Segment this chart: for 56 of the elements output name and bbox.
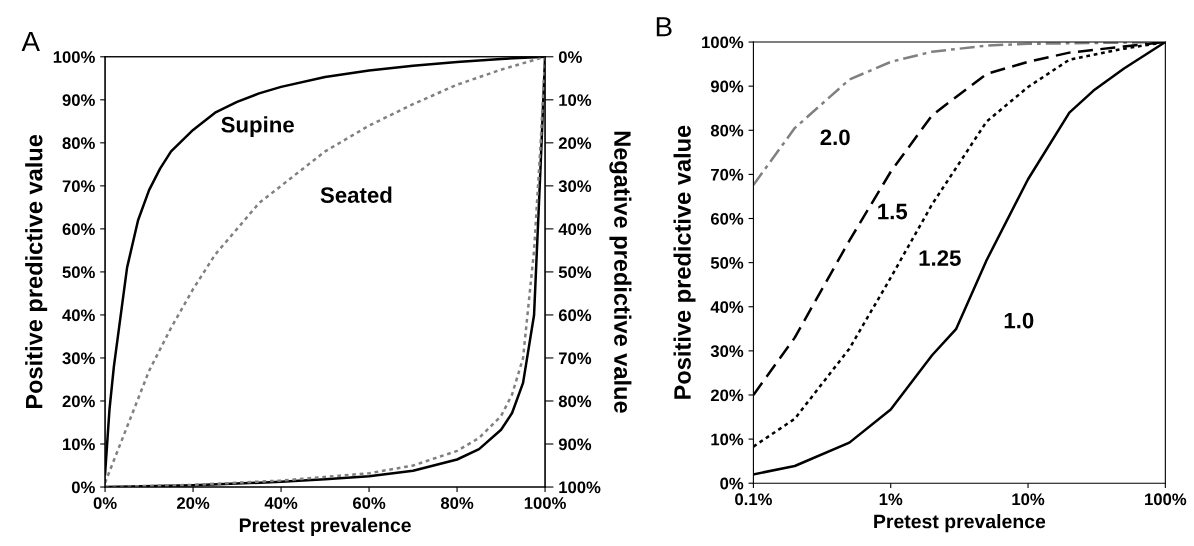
y-tick-label: 90% <box>62 94 95 107</box>
y-tick-label: 50% <box>62 266 95 279</box>
y-tick-label: 40% <box>710 301 744 313</box>
y-tick-label: 10% <box>63 438 95 451</box>
x-tick-label: 100% <box>1145 493 1187 506</box>
x-tick-label: 100% <box>524 497 566 509</box>
y-tick-label: 80% <box>62 137 95 150</box>
y-tick-label: 0% <box>71 481 95 494</box>
y-tick-label: 60% <box>710 212 744 225</box>
text: A <box>21 31 40 52</box>
x-tick-label: 40% <box>264 497 298 509</box>
series-label: 2.0 <box>820 129 850 146</box>
y-tick-label: 70% <box>62 180 95 193</box>
series-label: Supine <box>221 116 294 137</box>
text: B <box>656 17 672 37</box>
y-tick-label: 20% <box>62 395 95 408</box>
y2-tick-label: 20% <box>558 137 592 150</box>
y-tick-label: 30% <box>710 345 744 358</box>
y-tick-label: 50% <box>710 257 744 269</box>
y-tick-label: 30% <box>62 352 95 365</box>
y2-tick-label: 80% <box>558 395 592 408</box>
y-tick-label: 60% <box>62 223 95 236</box>
y2-axis-title: Negative predictive value <box>609 131 632 413</box>
y2-tick-label: 0% <box>558 51 582 63</box>
y2-tick-label: 10% <box>559 94 592 107</box>
y-tick-label: 100% <box>53 51 95 63</box>
x-tick-label: 10% <box>1012 493 1045 506</box>
x-tick-label: 0% <box>93 497 117 509</box>
series-label: 1.0 <box>1004 312 1034 329</box>
y-tick-label: 20% <box>710 389 744 402</box>
y-axis-title: Positive predictive value <box>25 134 48 409</box>
x-tick-label: 60% <box>353 497 386 509</box>
series-label: Seated <box>320 186 392 203</box>
y-tick-label: 0% <box>720 477 744 490</box>
y-tick-label: 100% <box>702 36 744 49</box>
y2-tick-label: 60% <box>558 309 592 322</box>
x-tick-label: 0.1% <box>735 493 772 506</box>
y2-tick-label: 40% <box>558 223 592 236</box>
x-tick-label: 80% <box>440 497 474 509</box>
y2-tick-label: 70% <box>558 352 592 365</box>
y2-tick-label: 90% <box>558 438 592 451</box>
y-tick-label: 10% <box>711 433 744 446</box>
y2-tick-label: 30% <box>558 180 592 193</box>
series-label: 1.5 <box>878 203 908 220</box>
x-tick-label: 1% <box>879 493 903 506</box>
y-tick-label: 40% <box>62 309 95 322</box>
y2-tick-label: 50% <box>558 266 592 279</box>
y-tick-label: 80% <box>710 124 744 137</box>
y-tick-label: 70% <box>711 168 744 181</box>
y-tick-label: 90% <box>710 80 744 93</box>
x-axis-title: Pretest prevalence <box>874 514 1046 533</box>
x-axis-title: Pretest prevalence <box>239 517 411 536</box>
series-label: 1.25 <box>919 250 961 266</box>
y2-tick-label: 100% <box>559 481 601 494</box>
x-tick-label: 20% <box>176 497 210 509</box>
y-axis-title: Positive predictive value <box>673 125 696 399</box>
